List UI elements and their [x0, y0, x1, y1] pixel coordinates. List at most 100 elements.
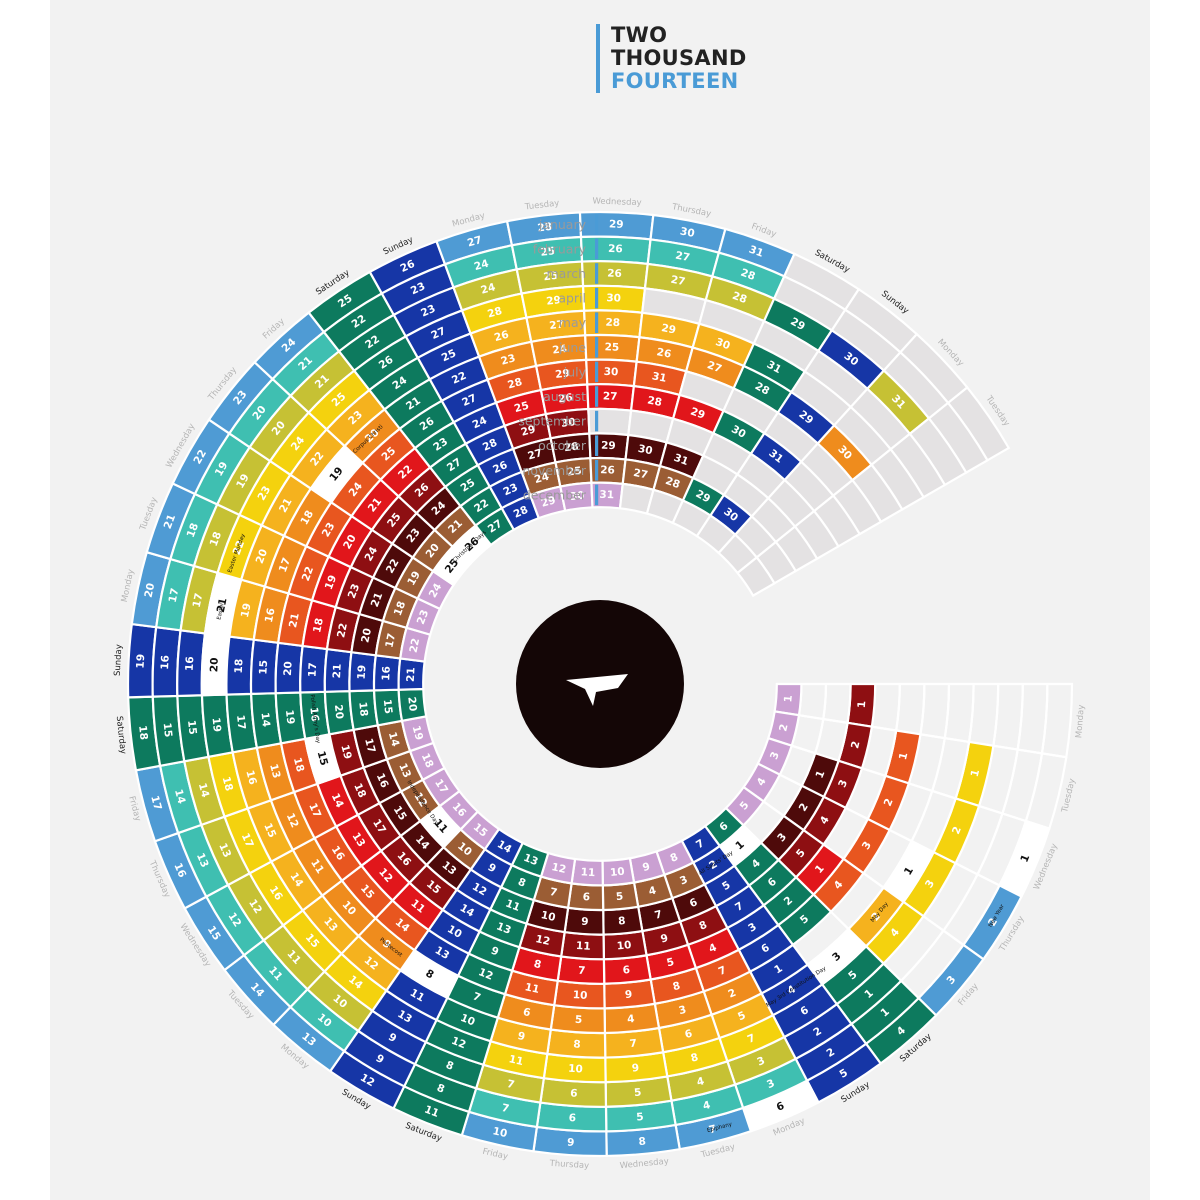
day-number: 9 — [624, 988, 632, 1001]
day-number: 8 — [533, 958, 543, 971]
day-number: 30 — [637, 443, 654, 458]
day-number: 5 — [575, 1014, 583, 1026]
day-number: 14 — [196, 782, 211, 799]
day-number: 26 — [558, 392, 574, 406]
day-number: 2 — [726, 987, 737, 1001]
weekday-label: Friday — [481, 1147, 508, 1162]
month-label: april — [558, 291, 586, 306]
day-number: 5 — [634, 1086, 642, 1099]
day-number: 30 — [679, 225, 696, 240]
day-number: 20 — [332, 704, 345, 720]
day-number: 27 — [670, 274, 687, 289]
day-number: 7 — [578, 965, 586, 977]
day-number: 19 — [239, 602, 254, 619]
day-number: 6 — [775, 1100, 786, 1114]
day-number: 19 — [338, 743, 353, 760]
day-number: 16 — [243, 769, 258, 786]
day-number: 27 — [429, 325, 447, 342]
day-number: 10 — [616, 939, 632, 952]
day-number: 1 — [814, 769, 828, 780]
day-number: 29 — [555, 367, 571, 381]
day-number: 23 — [501, 481, 519, 498]
day-number: 7 — [506, 1078, 516, 1091]
day-number: 9 — [641, 861, 651, 874]
month-label: october — [538, 438, 587, 453]
paper-plane-logo-icon — [566, 674, 628, 706]
day-number: 11 — [508, 1053, 525, 1068]
month-label: september — [518, 414, 587, 429]
day-number: 17 — [306, 801, 323, 819]
day-number: 18 — [136, 725, 149, 741]
month-marker — [595, 238, 599, 260]
day-number: 18 — [311, 617, 326, 634]
weekday-label: Friday — [126, 795, 142, 822]
day-number: 5 — [665, 956, 675, 969]
month-marker — [595, 386, 599, 407]
day-number: 8 — [435, 1082, 446, 1096]
weekday-label: Monday — [1074, 704, 1087, 738]
weekday-label: Wednesday — [592, 196, 642, 208]
day-number: 3 — [678, 1004, 688, 1017]
day-number: 8 — [444, 1059, 455, 1073]
day-number: 19 — [323, 574, 339, 592]
day-number: 28 — [512, 504, 530, 521]
day-number: 7 — [746, 1032, 757, 1046]
day-number: 3 — [678, 874, 689, 888]
day-number: 17 — [362, 737, 377, 754]
day-number: 2 — [950, 825, 964, 836]
day-number: 18 — [291, 756, 306, 773]
day-number: 12 — [477, 966, 495, 983]
day-number: 9 — [567, 1137, 575, 1149]
day-number: 31 — [672, 452, 690, 468]
day-number: 6 — [522, 1006, 532, 1019]
day-number: 2 — [777, 723, 790, 733]
day-number: 4 — [647, 884, 657, 897]
day-number: 30 — [714, 336, 732, 352]
weekday-label: Thursday — [548, 1159, 589, 1172]
day-number: 18 — [185, 521, 201, 539]
day-number: 25 — [513, 400, 530, 416]
day-number: 21 — [162, 513, 178, 531]
day-number: 7 — [549, 886, 559, 899]
day-number: 26 — [656, 346, 673, 361]
day-number: 12 — [450, 1035, 468, 1052]
day-number: 18 — [419, 752, 436, 770]
day-number: 27 — [466, 234, 483, 250]
day-number: 26 — [491, 459, 509, 476]
day-number: 4 — [696, 1075, 706, 1088]
day-number: 29 — [601, 440, 616, 453]
day-number: 8 — [697, 919, 708, 933]
day-number: 28 — [739, 267, 757, 283]
day-number: 21 — [331, 663, 344, 678]
day-number: 4 — [627, 1013, 635, 1026]
day-number: 17 — [191, 592, 206, 609]
day-number: 1 — [856, 700, 869, 708]
day-number: 28 — [486, 305, 503, 321]
day-number: 25 — [566, 465, 582, 479]
day-number: 17 — [167, 587, 182, 604]
day-number: 20 — [208, 657, 221, 672]
day-number: 18 — [351, 781, 368, 799]
day-number: 27 — [526, 447, 543, 463]
day-number: 26 — [608, 243, 623, 256]
day-number: 25 — [440, 347, 458, 364]
day-number: 2 — [882, 797, 896, 808]
weekday-label: Sunday — [113, 644, 125, 676]
day-number: 25 — [604, 341, 619, 354]
day-number: 22 — [231, 539, 247, 557]
day-number: 15 — [315, 750, 330, 767]
day-number: 27 — [549, 318, 565, 332]
day-number: 7 — [708, 1123, 718, 1136]
day-number: 11 — [423, 1103, 441, 1120]
day-number: 22 — [300, 565, 316, 583]
day-number: 1 — [897, 751, 910, 761]
day-number: 18 — [233, 659, 246, 674]
day-number: 8 — [573, 1038, 581, 1050]
day-number: 28 — [537, 221, 553, 235]
month-label: august — [543, 389, 586, 404]
day-number: 18 — [208, 530, 224, 548]
day-number: 3 — [836, 778, 850, 789]
day-number: 23 — [500, 352, 517, 368]
day-number: 24 — [473, 258, 490, 274]
day-number: 29 — [540, 494, 557, 510]
